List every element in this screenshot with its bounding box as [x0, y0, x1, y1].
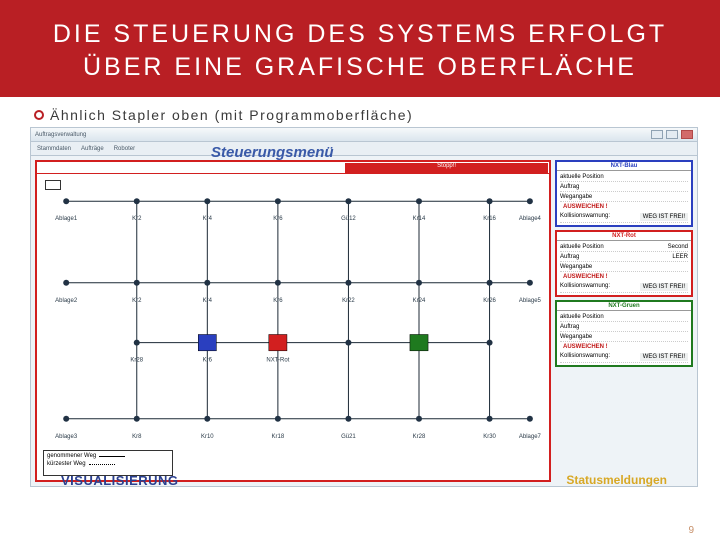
status-panel: NXT-Gruen aktuelle PositionAuftragWegang…: [555, 300, 693, 367]
status-column: NXT-Blau aktuelle PositionAuftragWeganga…: [555, 160, 693, 482]
visualisierung-label: VISUALISIERUNG: [61, 473, 179, 488]
status-row: Auftrag: [560, 323, 688, 332]
bullet-icon: [34, 110, 44, 120]
content-area: Stopp!! Ablage1Kr2Kr4Kr6Gü12Kr14Kr16Abla…: [31, 156, 697, 486]
visualisierung-panel: Stopp!! Ablage1Kr2Kr4Kr6Gü12Kr14Kr16Abla…: [35, 160, 551, 482]
svg-text:Kr6: Kr6: [273, 298, 283, 304]
titlebar: Auftragsverwaltung: [31, 128, 697, 142]
svg-text:Kr2: Kr2: [132, 216, 142, 222]
legend-solid-label: genommener Weg: [47, 453, 96, 461]
svg-text:Kr16: Kr16: [483, 216, 496, 222]
ausweichen-label: AUSWEICHEN !: [560, 273, 688, 281]
status-panel: NXT-Blau aktuelle PositionAuftragWeganga…: [555, 160, 693, 227]
svg-text:Kr28: Kr28: [130, 358, 143, 364]
steuerungsmenu-label: Steuerungsmenü: [211, 144, 334, 161]
kollision-row: Kollisionswarnung:WEG IST FREI!: [560, 212, 688, 223]
panel-title: NXT-Gruen: [557, 302, 691, 311]
ausweichen-label: AUSWEICHEN !: [560, 203, 688, 211]
svg-text:Kr22: Kr22: [342, 298, 355, 304]
slide-title: DIE STEUERUNG DES SYSTEMS ERFOLGT ÜBER E…: [30, 18, 690, 83]
bullet-row: Ähnlich Stapler oben (mit Programmoberfl…: [0, 97, 720, 127]
tab-roboter[interactable]: Roboter: [114, 146, 135, 152]
svg-text:Kr2: Kr2: [132, 298, 142, 304]
svg-text:Ablage3: Ablage3: [55, 434, 78, 440]
status-row: aktuelle Position: [560, 313, 688, 322]
status-row: Wegangabe: [560, 333, 688, 342]
ausweichen-label: AUSWEICHEN !: [560, 343, 688, 351]
svg-text:Kr6: Kr6: [273, 216, 283, 222]
app-window: Auftragsverwaltung Stammdaten Aufträge R…: [30, 127, 698, 487]
kollision-row: Kollisionswarnung:WEG IST FREI!: [560, 282, 688, 293]
viz-top-bar: Stopp!!: [37, 162, 549, 174]
bottom-labels: VISUALISIERUNG Statusmeldungen: [31, 473, 697, 488]
status-row: Auftrag: [560, 183, 688, 192]
status-row: AuftragLEER: [560, 253, 688, 262]
status-panel: NXT-Rot aktuelle PositionSecondAuftragLE…: [555, 230, 693, 297]
svg-text:Gü12: Gü12: [341, 216, 356, 222]
svg-text:Ablage4: Ablage4: [519, 216, 542, 222]
slide-number: 9: [688, 525, 694, 536]
svg-text:Kr26: Kr26: [483, 298, 496, 304]
maximize-icon[interactable]: [666, 130, 678, 139]
svg-text:Kr30: Kr30: [483, 434, 496, 440]
slide-header: DIE STEUERUNG DES SYSTEMS ERFOLGT ÜBER E…: [0, 0, 720, 97]
legend-solid-line-icon: [99, 456, 125, 457]
status-row: Wegangabe: [560, 263, 688, 272]
svg-text:Kr4: Kr4: [203, 298, 213, 304]
legend-dotted-label: kürzester Weg: [47, 461, 86, 469]
status-row: aktuelle Position: [560, 173, 688, 182]
svg-text:Ablage2: Ablage2: [55, 298, 78, 304]
stop-button[interactable]: Stopp!!: [345, 163, 548, 173]
network-svg: Ablage1 Kr2 Kr4 Kr6 Gü12 Kr14 Kr16 Ablage4 Ablag…: [41, 174, 545, 446]
status-row: Wegangabe: [560, 193, 688, 202]
statusmeldungen-label: Statusmeldungen: [566, 473, 667, 488]
svg-text:Kr14: Kr14: [413, 216, 426, 222]
svg-text:Kr8: Kr8: [132, 434, 142, 440]
panel-title: NXT-Blau: [557, 162, 691, 171]
tab-stammdaten[interactable]: Stammdaten: [37, 146, 71, 152]
window-title: Auftragsverwaltung: [35, 132, 86, 138]
kollision-row: Kollisionswarnung:WEG IST FREI!: [560, 352, 688, 363]
svg-text:Kr6: Kr6: [203, 358, 213, 364]
svg-text:Kr24: Kr24: [413, 298, 426, 304]
panel-title: NXT-Rot: [557, 232, 691, 241]
svg-text:Gü21: Gü21: [341, 434, 356, 440]
svg-text:Ablage7: Ablage7: [519, 434, 542, 440]
minimize-icon[interactable]: [651, 130, 663, 139]
svg-text:Ablage1: Ablage1: [55, 216, 78, 222]
bullet-text: Ähnlich Stapler oben (mit Programmoberfl…: [50, 107, 413, 123]
screenshot-container: Auftragsverwaltung Stammdaten Aufträge R…: [0, 127, 720, 487]
tab-bar: Stammdaten Aufträge Roboter: [31, 142, 697, 156]
tab-auftraege[interactable]: Aufträge: [81, 146, 104, 152]
status-row: aktuelle PositionSecond: [560, 243, 688, 252]
svg-text:Kr4: Kr4: [203, 216, 213, 222]
close-icon[interactable]: [681, 130, 693, 139]
svg-text:Kr18: Kr18: [272, 434, 285, 440]
svg-text:Kr28: Kr28: [413, 434, 426, 440]
svg-text:Kr10: Kr10: [201, 434, 214, 440]
svg-text:NXT-Rot: NXT-Rot: [266, 358, 289, 364]
legend-dotted-line-icon: [89, 464, 115, 465]
network-grid: Ablage1 Kr2 Kr4 Kr6 Gü12 Kr14 Kr16 Ablage4 Ablag…: [41, 174, 545, 446]
svg-text:Ablage5: Ablage5: [519, 298, 542, 304]
